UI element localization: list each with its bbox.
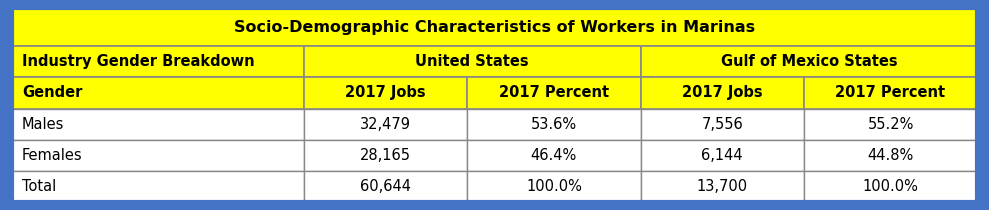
Text: 100.0%: 100.0% bbox=[862, 178, 919, 194]
Bar bbox=[804, 109, 977, 139]
Text: 7,556: 7,556 bbox=[701, 117, 743, 131]
Text: 13,700: 13,700 bbox=[696, 178, 748, 194]
Text: 53.6%: 53.6% bbox=[531, 117, 577, 131]
Text: Males: Males bbox=[22, 117, 64, 131]
Bar bbox=[804, 139, 977, 171]
Text: Total: Total bbox=[22, 178, 56, 194]
Bar bbox=[804, 171, 977, 202]
Text: 32,479: 32,479 bbox=[360, 117, 411, 131]
Bar bbox=[804, 77, 977, 109]
Bar bbox=[467, 139, 641, 171]
Bar bbox=[12, 171, 304, 202]
Text: Gender: Gender bbox=[22, 85, 82, 101]
Bar bbox=[12, 139, 304, 171]
Text: 6,144: 6,144 bbox=[701, 148, 743, 163]
Bar bbox=[304, 171, 467, 202]
Text: Females: Females bbox=[22, 148, 82, 163]
Text: 100.0%: 100.0% bbox=[526, 178, 582, 194]
Text: 46.4%: 46.4% bbox=[531, 148, 577, 163]
Text: 2017 Jobs: 2017 Jobs bbox=[345, 85, 426, 101]
Text: 2017 Percent: 2017 Percent bbox=[836, 85, 945, 101]
Bar bbox=[12, 109, 304, 139]
Text: 60,644: 60,644 bbox=[360, 178, 411, 194]
Text: 55.2%: 55.2% bbox=[867, 117, 914, 131]
Bar bbox=[641, 171, 804, 202]
Bar bbox=[304, 46, 641, 77]
Bar bbox=[304, 109, 467, 139]
Bar bbox=[641, 46, 977, 77]
Text: Socio-Demographic Characteristics of Workers in Marinas: Socio-Demographic Characteristics of Wor… bbox=[234, 20, 755, 35]
Bar bbox=[304, 77, 467, 109]
Text: 2017 Percent: 2017 Percent bbox=[498, 85, 609, 101]
Bar bbox=[641, 109, 804, 139]
Text: United States: United States bbox=[415, 54, 529, 70]
Bar bbox=[12, 77, 304, 109]
Bar bbox=[467, 171, 641, 202]
Bar bbox=[304, 139, 467, 171]
Bar bbox=[467, 77, 641, 109]
Bar bbox=[467, 109, 641, 139]
Text: Industry Gender Breakdown: Industry Gender Breakdown bbox=[22, 54, 254, 70]
Text: Gulf of Mexico States: Gulf of Mexico States bbox=[721, 54, 897, 70]
Bar bbox=[641, 139, 804, 171]
Bar bbox=[12, 46, 304, 77]
Text: 44.8%: 44.8% bbox=[867, 148, 914, 163]
Bar bbox=[12, 8, 977, 46]
Bar bbox=[641, 77, 804, 109]
Text: 28,165: 28,165 bbox=[360, 148, 411, 163]
Text: 2017 Jobs: 2017 Jobs bbox=[681, 85, 763, 101]
